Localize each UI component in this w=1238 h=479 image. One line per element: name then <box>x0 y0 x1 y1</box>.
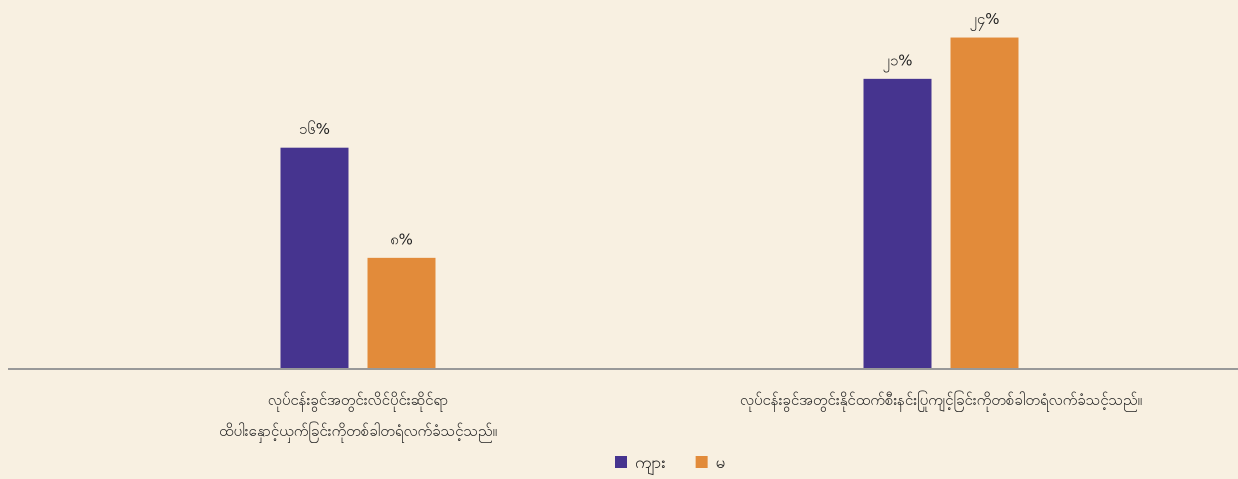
x-tick-label: လုပ်ငန်းခွင်အတွင်းနိုင်ထက်စီးနင်းပြုကျင့… <box>739 391 1143 409</box>
x-tick-label: လုပ်ငန်းခွင်အတွင်းလိင်ပိုင်းဆိုင်ရာ ထိပါ… <box>219 391 497 440</box>
bar <box>280 147 349 368</box>
legend-swatch <box>615 456 627 468</box>
data-label: ၂၁% <box>882 51 912 72</box>
legend-swatch <box>695 456 708 468</box>
data-label: ၂၄% <box>969 10 999 31</box>
bar <box>950 37 1019 369</box>
legend-label: ကျား <box>635 453 666 476</box>
data-label: ၈% <box>390 230 413 248</box>
legend-label: မ <box>716 453 726 473</box>
bar <box>367 257 436 368</box>
bar <box>863 78 932 368</box>
data-label: ၁၆% <box>299 120 330 138</box>
